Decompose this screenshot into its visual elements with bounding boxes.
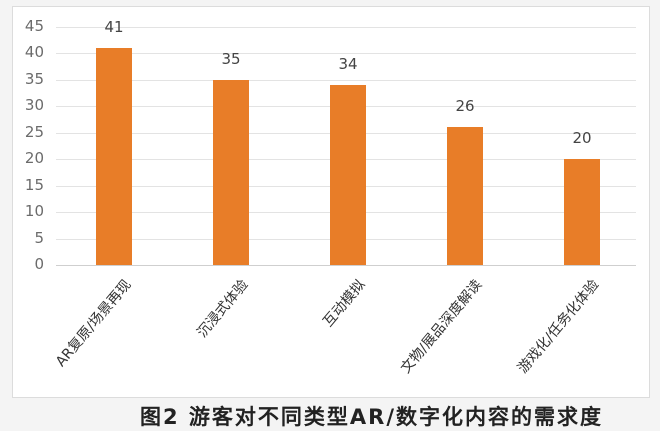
x-axis-line — [56, 265, 636, 266]
value-label: 26 — [455, 97, 475, 116]
figure-caption: 图2 游客对不同类型AR/数字化内容的需求度 — [140, 405, 604, 429]
bar — [447, 127, 483, 265]
y-tick-label: 30 — [24, 96, 44, 114]
y-tick-label: 35 — [24, 69, 44, 88]
bar — [564, 159, 600, 265]
gridline — [56, 26, 636, 28]
y-tick-label: 10 — [24, 202, 44, 220]
y-tick-label: 15 — [24, 175, 44, 194]
value-label: 35 — [221, 49, 241, 68]
value-label: 20 — [572, 129, 592, 147]
y-tick-label: 25 — [24, 122, 44, 141]
bar — [213, 79, 249, 265]
value-label: 34 — [338, 54, 358, 73]
y-tick-label: 5 — [34, 228, 44, 247]
y-tick-label: 45 — [24, 16, 44, 35]
bar — [330, 84, 366, 265]
gridline — [56, 79, 636, 81]
gridline — [56, 53, 636, 54]
bar — [96, 47, 132, 265]
y-tick-label: 0 — [34, 255, 44, 273]
value-label: 41 — [104, 17, 124, 36]
y-tick-label: 20 — [24, 149, 44, 167]
y-tick-label: 40 — [24, 43, 44, 61]
